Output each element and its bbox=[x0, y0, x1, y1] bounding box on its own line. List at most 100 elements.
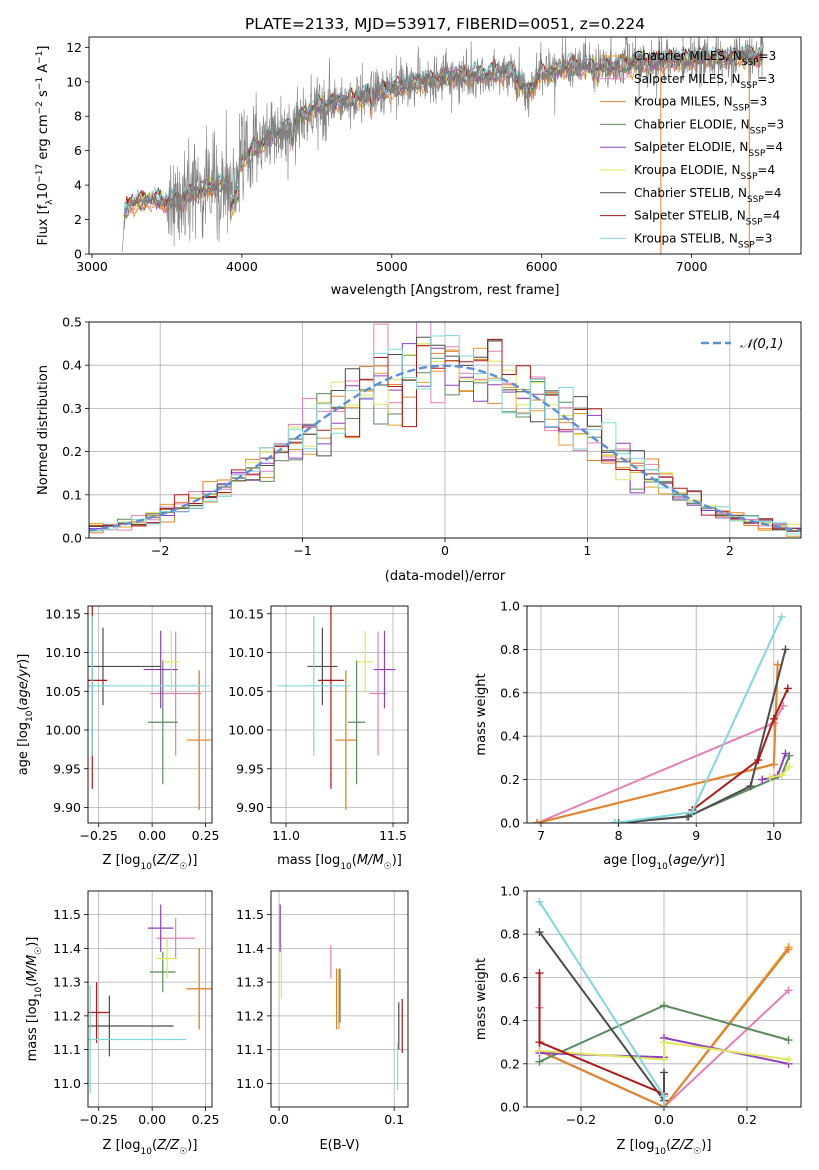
plots-layer: 3000 4000 5000 6000 7000024681012wavelength … bbox=[16, 36, 802, 1157]
weight-marker bbox=[660, 1103, 668, 1107]
y-tick-label: 0.2 bbox=[500, 1056, 520, 1071]
weight-marker bbox=[660, 1055, 668, 1064]
y-axis-label: mass weight bbox=[474, 958, 489, 1040]
weight-marker bbox=[746, 782, 755, 791]
weight-line bbox=[539, 948, 790, 1107]
weight-marker bbox=[660, 1068, 668, 1077]
mass_vs_ebv-axes: 0.0 0.1 11.0 11.1 11.2 11.3 11.4 11.5 bbox=[236, 891, 408, 1127]
weight_vs_age-axes: 7 8 9 10 0.0 0.2 0.4 0.6 0.8 1.0 bbox=[500, 599, 801, 843]
y-tick-label: 10.00 bbox=[45, 723, 81, 738]
age_vs_Z-axes: −0.25 0.00 0.25 9.90 9.95 10.00 10.05 10.10 10.1… bbox=[45, 606, 220, 843]
x-tick-label: 8 bbox=[615, 828, 623, 843]
legend-label: Kroupa ELODIE, NSSP=4 bbox=[634, 163, 775, 182]
y-tick-label: 9.95 bbox=[236, 761, 264, 776]
y-tick-label: 0.1 bbox=[62, 487, 82, 502]
y-tick-label: 11.2 bbox=[236, 1008, 264, 1023]
y-tick-label: 6 bbox=[74, 143, 82, 158]
weight-marker bbox=[535, 1057, 544, 1066]
axes-frame bbox=[87, 890, 213, 1108]
y-tick-label: 11.4 bbox=[53, 941, 81, 956]
axes-frame bbox=[526, 890, 802, 1108]
weight-marker bbox=[781, 749, 790, 758]
y-tick-label: 0.8 bbox=[500, 642, 520, 657]
x-tick-label: 0.00 bbox=[138, 828, 166, 843]
weight-line bbox=[618, 649, 787, 823]
y-tick-label: 11.0 bbox=[236, 1076, 264, 1091]
weight-marker bbox=[684, 812, 693, 821]
weight-marker bbox=[535, 1038, 544, 1047]
weight-marker bbox=[765, 773, 774, 782]
y-tick-label: 0.6 bbox=[500, 970, 520, 985]
y-axis-label: Flux [fλ10−17 erg cm−2 s−1 A−1] bbox=[35, 46, 55, 246]
weight-marker bbox=[769, 760, 778, 769]
legend-label: Salpeter ELODIE, NSSP=4 bbox=[634, 140, 783, 159]
y-tick-label: 9.90 bbox=[53, 800, 81, 815]
y-tick-label: 12 bbox=[66, 40, 82, 55]
x-axis-label: Z [log10(Z/Z☉)] bbox=[103, 1138, 198, 1157]
x-tick-label: 7 bbox=[537, 828, 545, 843]
y-tick-label: 2 bbox=[74, 212, 82, 227]
mass_vs_Z-axes: −0.25 0.00 0.25 11.0 11.1 11.2 11.3 11.4 11.5 bbox=[53, 891, 220, 1127]
y-tick-label: 0.4 bbox=[62, 358, 82, 373]
age_vs_Z-plot-area bbox=[88, 606, 212, 810]
x-tick-label: 0.0 bbox=[654, 1112, 674, 1127]
weight-line bbox=[536, 664, 779, 823]
y-tick-label: 10.10 bbox=[45, 645, 81, 660]
y-tick-label: 11.5 bbox=[53, 907, 81, 922]
weight-marker bbox=[660, 1038, 668, 1047]
y-tick-label: 11.3 bbox=[53, 975, 81, 990]
x-tick-label: 10 bbox=[766, 828, 782, 843]
weight-marker bbox=[535, 969, 544, 978]
y-tick-label: 9.90 bbox=[236, 800, 264, 815]
x-tick-label: 0.2 bbox=[737, 1112, 757, 1127]
y-tick-label: 10.05 bbox=[45, 684, 81, 699]
x-axis-label: E(B-V) bbox=[319, 1138, 359, 1153]
x-axis-label: Z [log10(Z/Z☉)] bbox=[103, 853, 198, 872]
legend-label: Chabrier MILES, NSSP=3 bbox=[634, 49, 776, 68]
y-tick-label: 1.0 bbox=[500, 884, 520, 899]
axes-frame bbox=[88, 321, 802, 539]
axes-frame bbox=[87, 605, 213, 824]
weight-marker bbox=[783, 684, 792, 693]
y-tick-label: 0.2 bbox=[62, 444, 82, 459]
weight-marker bbox=[535, 928, 544, 937]
legend-label: Chabrier STELIB, NSSP=4 bbox=[634, 186, 782, 205]
residuals-axes: −2 −1 0 1 2 0.0 0.1 0.2 0.3 0.4 0.5 bbox=[62, 315, 801, 558]
x-tick-label: 11.5 bbox=[379, 828, 407, 843]
y-tick-label: 4 bbox=[74, 178, 82, 193]
y-tick-label: 10.10 bbox=[228, 645, 264, 660]
weight-marker bbox=[535, 897, 544, 906]
weight_vs_Z-plot-area bbox=[535, 897, 793, 1107]
legend-label: Kroupa MILES, NSSP=3 bbox=[634, 95, 767, 114]
weight-line bbox=[614, 616, 783, 823]
x-tick-label: 0.0 bbox=[269, 1112, 289, 1127]
y-tick-label: 11.5 bbox=[236, 907, 264, 922]
axes-frame bbox=[526, 605, 802, 824]
y-tick-label: 0.5 bbox=[62, 315, 82, 330]
age_vs_mass-plot-area bbox=[277, 606, 396, 810]
y-tick-label: 11.3 bbox=[236, 975, 264, 990]
y-tick-label: 11.2 bbox=[53, 1008, 81, 1023]
x-tick-label: −0.25 bbox=[80, 1112, 118, 1127]
x-tick-label: −0.25 bbox=[80, 828, 118, 843]
weight-marker bbox=[781, 645, 790, 654]
y-tick-label: 11.1 bbox=[236, 1042, 264, 1057]
y-tick-label: 11.0 bbox=[53, 1076, 81, 1091]
weight-line bbox=[536, 705, 784, 823]
weight-line bbox=[536, 664, 779, 823]
y-axis-label: mass [log10(M/M☉)] bbox=[25, 937, 44, 1062]
spectrum-axes: 3000 4000 5000 6000 7000 0 2 4 6 8 10 12 bbox=[66, 40, 707, 274]
y-tick-label: 0.6 bbox=[500, 685, 520, 700]
y-tick-label: 10.00 bbox=[228, 723, 264, 738]
observed-spectrum bbox=[121, 37, 764, 253]
y-tick-label: 11.4 bbox=[236, 941, 264, 956]
y-tick-label: 0.4 bbox=[500, 729, 520, 744]
y-tick-label: 0.0 bbox=[62, 531, 82, 546]
weight-marker bbox=[769, 714, 778, 723]
weight-marker bbox=[784, 1036, 793, 1045]
x-tick-label: 6000 bbox=[526, 259, 558, 274]
weight_vs_age-plot-area bbox=[533, 612, 794, 823]
y-tick-label: 11.1 bbox=[53, 1042, 81, 1057]
y-tick-label: 10.15 bbox=[45, 606, 81, 621]
